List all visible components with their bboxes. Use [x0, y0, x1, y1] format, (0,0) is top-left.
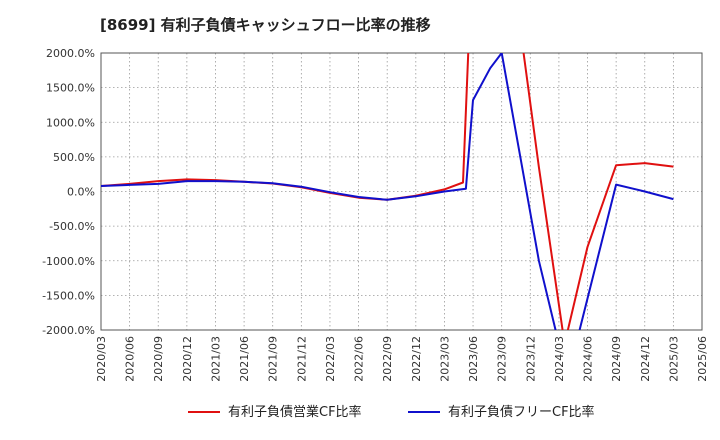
x-tick-label: 2024/06 [582, 336, 595, 382]
x-tick-label: 2020/12 [181, 336, 194, 382]
x-tick-label: 2025/06 [696, 336, 709, 382]
x-tick-label: 2024/09 [610, 336, 623, 382]
y-tick-label: 500.0% [53, 151, 95, 164]
x-tick-label: 2021/12 [295, 336, 308, 382]
y-tick-label: -2000.0% [42, 324, 95, 337]
legend-entry: 有利子負債営業CF比率 [228, 404, 362, 420]
x-tick-label: 2023/06 [467, 336, 480, 382]
x-tick-label: 2024/12 [639, 336, 652, 382]
y-tick-label: -500.0% [49, 220, 95, 233]
x-tick-label: 2021/09 [267, 336, 280, 382]
y-tick-label: 1500.0% [46, 82, 95, 95]
y-tick-label: 1000.0% [46, 116, 95, 129]
x-tick-label: 2022/06 [353, 336, 366, 382]
y-tick-label: -1500.0% [42, 289, 95, 302]
grid-lines [101, 53, 702, 330]
x-tick-label: 2021/06 [238, 336, 251, 382]
x-tick-label: 2023/12 [524, 336, 537, 382]
x-axis-ticks: 2020/03 2020/06 2020/09 2020/12 2021/03 2021/… [95, 336, 709, 382]
y-tick-label: -1000.0% [42, 255, 95, 268]
y-tick-label: 2000.0% [46, 47, 95, 60]
series-lines [101, 53, 674, 330]
x-tick-label: 2020/03 [95, 336, 108, 382]
x-tick-label: 2021/03 [209, 336, 222, 382]
x-tick-label: 2022/09 [381, 336, 394, 382]
x-tick-label: 2020/06 [124, 336, 137, 382]
x-tick-label: 2020/09 [152, 336, 165, 382]
x-tick-label: 2024/03 [553, 336, 566, 382]
y-axis-ticks: 2000.0% 1500.0% 1000.0% 500.0% 0.0% -500.0% -1… [42, 47, 95, 337]
legend: 有利子負債営業CF比率 有利子負債フリーCF比率 [188, 404, 595, 420]
x-tick-label: 2022/03 [324, 336, 337, 382]
series-line [101, 53, 674, 330]
plot-area [100, 52, 703, 331]
chart-title: [8699] 有利子負債キャッシュフロー比率の推移 [100, 16, 431, 34]
x-tick-label: 2022/12 [410, 336, 423, 382]
x-tick-label: 2023/09 [496, 336, 509, 382]
y-tick-label: 0.0% [67, 186, 95, 199]
x-tick-label: 2023/03 [438, 336, 451, 382]
x-tick-label: 2025/03 [667, 336, 680, 382]
legend-entry: 有利子負債フリーCF比率 [448, 404, 595, 420]
